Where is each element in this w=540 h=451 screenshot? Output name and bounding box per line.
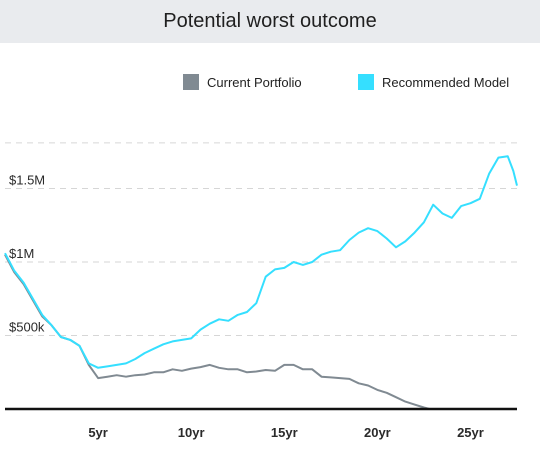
- y-tick-label: $1.5M: [9, 173, 45, 188]
- series-lines: [4, 155, 518, 410]
- legend-label-recommended-model: Recommended Model: [382, 74, 510, 90]
- y-tick-labels: $500k $1M $1.5M: [9, 173, 45, 335]
- x-tick-label: 15yr: [271, 425, 298, 440]
- gridlines: [5, 142, 517, 336]
- x-tick-label: 5yr: [88, 425, 108, 440]
- legend-label-current-portfolio: Current Portfolio: [207, 74, 302, 90]
- legend-item-recommended-model[interactable]: Recommended Model: [358, 73, 509, 91]
- legend-swatch-recommended-model: [358, 74, 374, 90]
- y-tick-label: $500k: [9, 320, 45, 335]
- chart-title: Potential worst outcome: [163, 10, 377, 32]
- x-tick-label: 20yr: [364, 425, 391, 440]
- chart-header: Potential worst outcome: [0, 0, 540, 43]
- x-tick-label: 25yr: [457, 425, 484, 440]
- x-tick-label: 10yr: [178, 425, 205, 440]
- y-tick-label: $1M: [9, 246, 34, 261]
- legend-swatch-current-portfolio: [183, 74, 199, 90]
- series-line-recommended-model: [4, 155, 518, 369]
- legend-item-current-portfolio[interactable]: Current Portfolio: [183, 73, 302, 91]
- x-tick-labels: 5yr 10yr 15yr 20yr 25yr: [88, 425, 484, 440]
- series-line-current-portfolio: [4, 254, 430, 410]
